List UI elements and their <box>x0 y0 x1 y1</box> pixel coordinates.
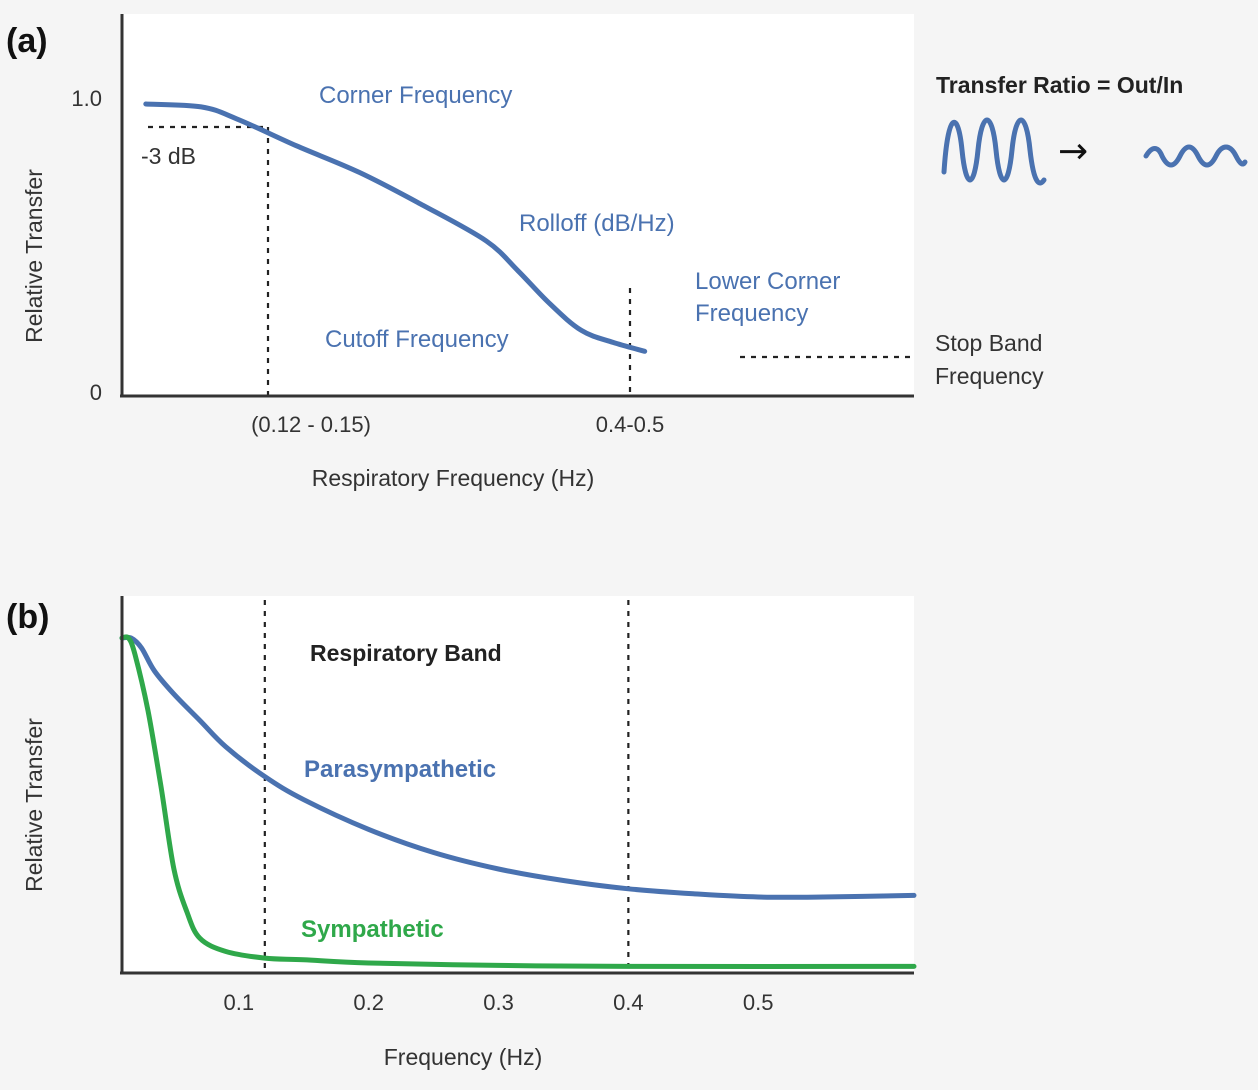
x-tick-label-b: 0.1 <box>224 990 255 1015</box>
x-axis-title-a: Respiratory Frequency (Hz) <box>312 465 594 491</box>
respiratory-band-label: Respiratory Band <box>310 640 502 666</box>
y-tick-label-a: 1.0 <box>71 86 102 111</box>
lower-corner-annotation-line2: Frequency <box>695 300 808 327</box>
parasympathetic-label: Parasympathetic <box>304 756 496 783</box>
panel-a: (a) 1.0 0 (0.12 - 0.15) 0.4-0.5 Respirat… <box>6 14 1248 491</box>
x-tick-label-b: 0.4 <box>613 990 644 1015</box>
x-tick-label-b: 0.3 <box>483 990 514 1015</box>
rolloff-annotation: Rolloff (dB/Hz) <box>519 210 675 237</box>
y-axis-title-b: Relative Transfer <box>21 718 47 892</box>
x-tick-labels-b: 0.1 0.2 0.3 0.4 0.5 <box>224 990 774 1015</box>
output-wave-icon <box>1143 144 1248 168</box>
cutoff-frequency-annotation: Cutoff Frequency <box>325 326 509 353</box>
transfer-curve <box>143 101 648 354</box>
sympathetic-label: Sympathetic <box>301 916 444 943</box>
y-axis-title-a: Relative Transfer <box>21 169 47 343</box>
x-tick-label-a: (0.12 - 0.15) <box>251 412 371 437</box>
db3-annotation: -3 dB <box>141 143 196 169</box>
parasympathetic-series-line <box>119 634 917 900</box>
corner-frequency-annotation: Corner Frequency <box>319 82 512 109</box>
plot-a-background <box>122 14 914 396</box>
x-tick-label-a: 0.4-0.5 <box>596 412 665 437</box>
x-tick-label-b: 0.5 <box>743 990 774 1015</box>
x-tick-label-b: 0.2 <box>353 990 384 1015</box>
transfer-ratio-inset: Transfer Ratio = Out/In → <box>936 72 1248 186</box>
x-axis-title-b: Frequency (Hz) <box>384 1044 542 1070</box>
lower-corner-annotation-line1: Lower Corner <box>695 268 840 295</box>
y-tick-label-a: 0 <box>90 380 102 405</box>
stop-band-annotation-line1: Stop Band <box>935 330 1042 356</box>
arrow-icon: → <box>1058 131 1088 172</box>
panel-a-label: (a) <box>6 22 48 60</box>
transfer-ratio-title: Transfer Ratio = Out/In <box>936 72 1183 98</box>
plot-b-background <box>122 596 914 973</box>
stop-band-annotation-line2: Frequency <box>935 363 1044 389</box>
sympathetic-series-line <box>119 634 917 969</box>
input-wave-icon <box>941 117 1047 186</box>
panel-b-label: (b) <box>6 598 49 636</box>
panel-b: (b) Respiratory Band Parasympathetic Sym… <box>6 596 917 1070</box>
